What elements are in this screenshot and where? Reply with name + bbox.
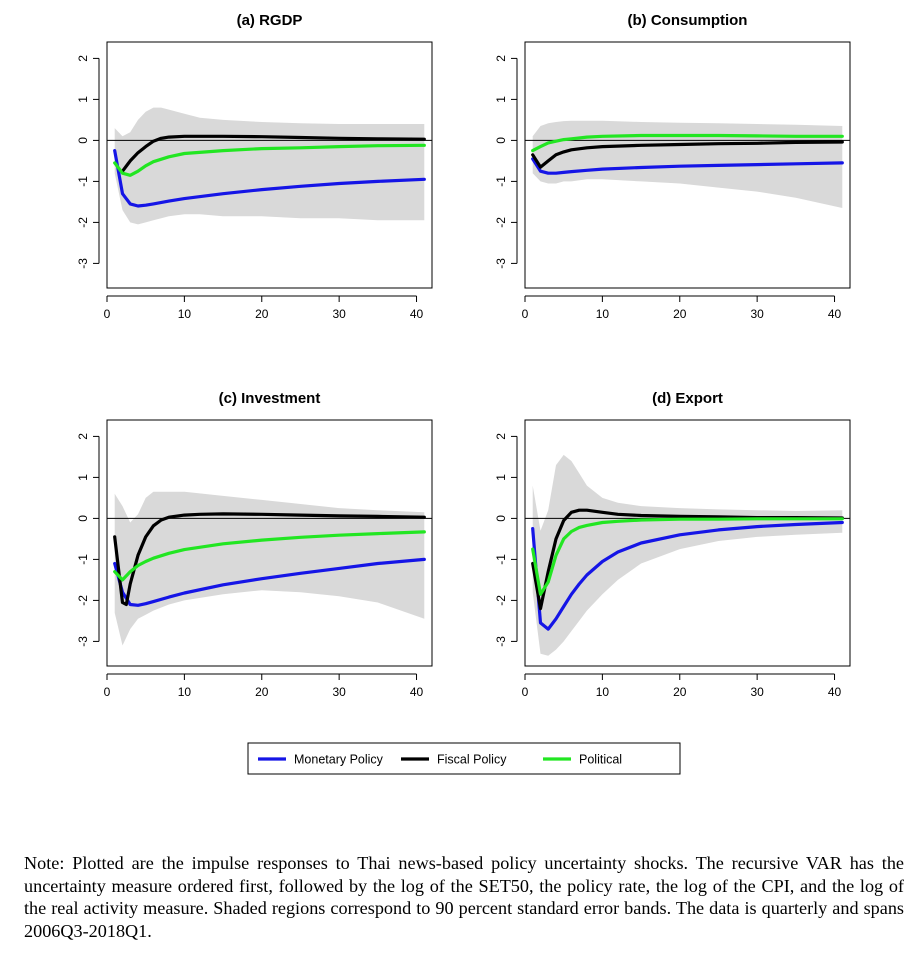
x-tick-label: 20 bbox=[255, 307, 269, 321]
y-tick-label: 2 bbox=[494, 433, 508, 440]
x-tick-label: 20 bbox=[255, 685, 269, 699]
x-tick-label: 0 bbox=[104, 307, 111, 321]
y-tick-label: 0 bbox=[494, 515, 508, 522]
y-tick-label: 2 bbox=[76, 55, 90, 62]
confidence-band bbox=[114, 491, 425, 646]
plot-frame bbox=[106, 419, 433, 667]
x-tick-label: 10 bbox=[178, 307, 192, 321]
y-tick-label: -1 bbox=[494, 176, 508, 187]
y-tick-label: 1 bbox=[494, 474, 508, 481]
x-tick-label: 20 bbox=[673, 307, 687, 321]
x-tick-label: 30 bbox=[750, 685, 764, 699]
legend-label-political: Political bbox=[579, 753, 622, 767]
plot-frame bbox=[524, 419, 851, 667]
series-line-fiscal-policy bbox=[113, 512, 426, 607]
y-tick-label: -3 bbox=[76, 258, 90, 269]
series-line-monetary-policy bbox=[113, 557, 426, 607]
series-line-political bbox=[531, 517, 844, 596]
y-tick-label: -1 bbox=[494, 554, 508, 565]
x-tick-label: 0 bbox=[522, 307, 529, 321]
x-tick-label: 40 bbox=[828, 685, 842, 699]
y-tick-label: -2 bbox=[494, 595, 508, 606]
confidence-band bbox=[114, 107, 425, 225]
legend: Monetary Policy Fiscal Policy Political bbox=[247, 742, 681, 775]
y-tick-label: -3 bbox=[494, 258, 508, 269]
panel-b-consumption: (b) Consumption 0 10 20 30 40 -3 -2 -1 0 1 2 bbox=[494, 12, 851, 321]
panel-title: (a) RGDP bbox=[237, 12, 303, 29]
series-line-political bbox=[113, 143, 426, 177]
x-tick-label: 10 bbox=[178, 685, 192, 699]
confidence-band bbox=[532, 454, 843, 656]
series-line-monetary-policy bbox=[113, 149, 426, 208]
legend-label-monetary-policy: Monetary Policy bbox=[294, 753, 384, 767]
series-line-fiscal-policy bbox=[120, 134, 426, 173]
panel-a-rgdp: (a) RGDP 0 10 20 30 40 -3 -2 -1 0 1 2 bbox=[76, 12, 433, 321]
x-tick-label: 20 bbox=[673, 685, 687, 699]
x-tick-label: 40 bbox=[410, 685, 424, 699]
y-tick-label: 0 bbox=[494, 137, 508, 144]
plot-frame bbox=[524, 41, 851, 289]
y-tick-label: 0 bbox=[76, 137, 90, 144]
y-tick-label: -3 bbox=[76, 636, 90, 647]
series-line-monetary-policy bbox=[531, 520, 844, 631]
x-tick-label: 0 bbox=[522, 685, 529, 699]
plot-frame bbox=[106, 41, 433, 289]
figure-note: Note: Plotted are the impulse responses … bbox=[24, 853, 904, 941]
x-tick-label: 30 bbox=[332, 685, 346, 699]
y-tick-label: 1 bbox=[494, 96, 508, 103]
y-tick-label: 1 bbox=[76, 96, 90, 103]
x-tick-label: 30 bbox=[750, 307, 764, 321]
x-tick-label: 0 bbox=[104, 685, 111, 699]
series-line-fiscal-policy bbox=[531, 508, 844, 611]
panel-c-investment: (c) Investment 0 10 20 30 40 -3 -2 -1 0 1 2 bbox=[76, 390, 433, 699]
panel-d-export: (d) Export 0 10 20 30 40 -3 -2 -1 0 1 2 bbox=[494, 390, 851, 699]
panel-title: (b) Consumption bbox=[628, 12, 748, 29]
series-line-political bbox=[113, 530, 426, 582]
y-tick-label: -2 bbox=[76, 217, 90, 228]
y-tick-label: 2 bbox=[76, 433, 90, 440]
x-tick-label: 30 bbox=[332, 307, 346, 321]
legend-label-fiscal-policy: Fiscal Policy bbox=[437, 753, 507, 767]
panel-title: (d) Export bbox=[652, 390, 723, 407]
x-tick-label: 10 bbox=[596, 307, 610, 321]
y-tick-label: -1 bbox=[76, 554, 90, 565]
y-tick-label: -2 bbox=[76, 595, 90, 606]
panel-title: (c) Investment bbox=[219, 390, 321, 407]
y-tick-label: -1 bbox=[76, 176, 90, 187]
x-tick-label: 40 bbox=[828, 307, 842, 321]
series-line-political bbox=[531, 133, 844, 153]
series-line-monetary-policy bbox=[531, 157, 844, 175]
series-line-fiscal-policy bbox=[531, 140, 844, 169]
y-tick-label: 1 bbox=[76, 474, 90, 481]
x-tick-label: 10 bbox=[596, 685, 610, 699]
y-tick-label: -2 bbox=[494, 217, 508, 228]
y-tick-label: 0 bbox=[76, 515, 90, 522]
x-tick-label: 40 bbox=[410, 307, 424, 321]
y-tick-label: -3 bbox=[494, 636, 508, 647]
legend-box bbox=[247, 742, 681, 775]
y-tick-label: 2 bbox=[494, 55, 508, 62]
